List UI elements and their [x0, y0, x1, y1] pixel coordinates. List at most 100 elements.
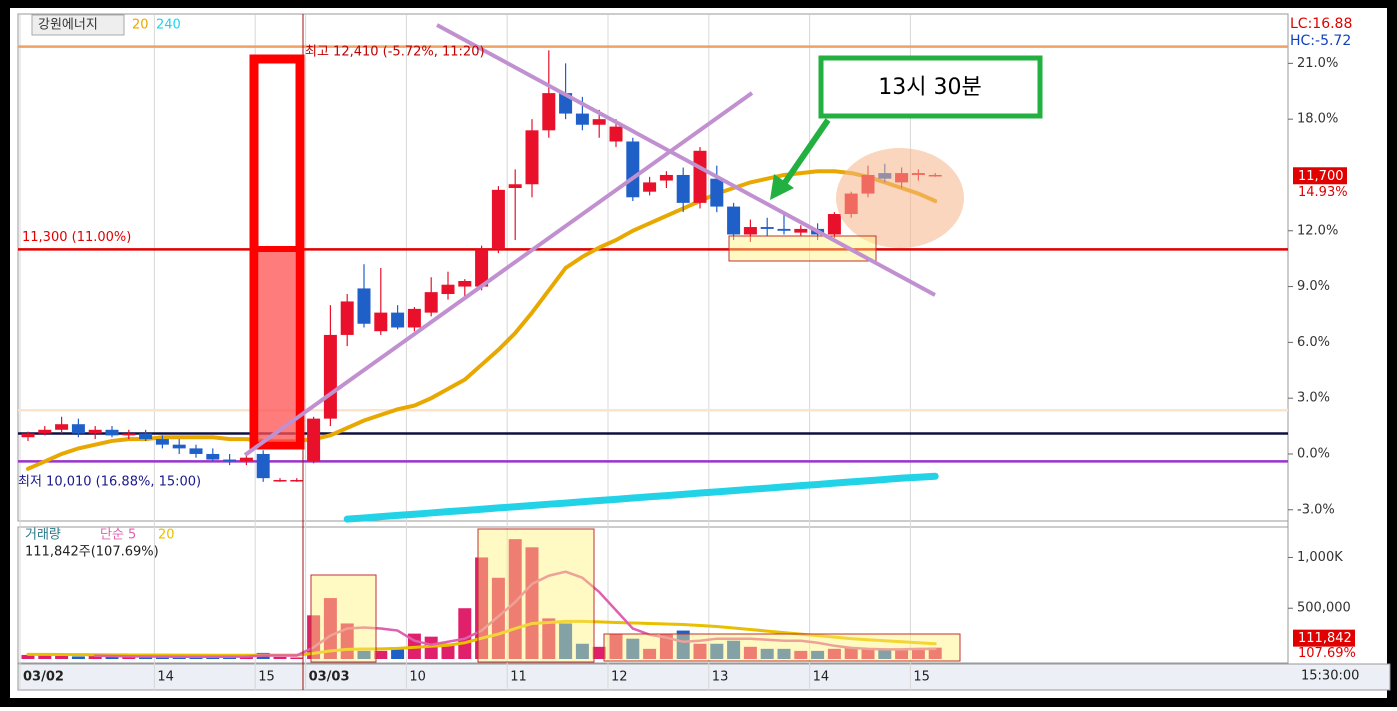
volume-bar: [928, 647, 942, 659]
volume-bar: [55, 655, 69, 659]
candle-body: [827, 214, 841, 235]
volume-bar: [844, 647, 858, 659]
volume-tick-label: 1,000K: [1297, 550, 1343, 565]
candle-body: [38, 429, 52, 434]
volume-bar: [542, 618, 556, 659]
red-box-fill: [258, 250, 296, 442]
candle-body: [525, 130, 539, 185]
x-tick-label: 11: [510, 670, 527, 685]
volume-bar: [743, 646, 757, 659]
volume-bar: [139, 656, 153, 659]
candle-body: [206, 453, 220, 460]
candle-body: [424, 292, 438, 313]
candle-body: [88, 429, 102, 434]
x-tick-label: 03/03: [309, 670, 350, 685]
volume-bar: [811, 650, 825, 659]
candle-body: [491, 189, 505, 250]
volume-bar: [458, 608, 472, 659]
last-price-label: 11,700: [1298, 169, 1344, 184]
candle-body: [693, 150, 707, 203]
candle-body: [710, 178, 724, 207]
y-tick-label: 21.0%: [1297, 56, 1338, 71]
candle-body: [575, 113, 589, 125]
y-tick-label: -3.0%: [1297, 502, 1335, 517]
candle-body: [323, 334, 337, 419]
candle-body: [743, 227, 757, 235]
volume-bar: [88, 655, 102, 659]
volume-bar: [21, 654, 35, 659]
last-change-label: 14.93%: [1298, 185, 1348, 200]
x-end-label: 15:30:00: [1301, 669, 1359, 684]
candle-body: [508, 184, 522, 188]
candle-body: [609, 126, 623, 142]
stock-name: 강원에너지: [38, 18, 98, 33]
candle-body: [676, 174, 690, 203]
candle-body: [189, 448, 203, 454]
volume-bar: [693, 643, 707, 659]
x-tick-label: 10: [409, 670, 426, 685]
candle-body: [794, 228, 808, 233]
volume-bar: [760, 648, 774, 659]
y-tick-label: 0.0%: [1297, 446, 1330, 461]
low-label: 최저 10,010 (16.88%, 15:00): [18, 475, 201, 490]
y-tick-label: 9.0%: [1297, 279, 1330, 294]
volume-bar: [794, 650, 808, 659]
callout-text: 13시 30분: [878, 75, 981, 100]
candle-body: [239, 457, 253, 462]
ma-legend: 240: [156, 18, 181, 33]
candle-body: [542, 93, 556, 131]
volume-bar: [626, 638, 640, 659]
chart-frame: [10, 8, 1387, 698]
candle-body: [71, 424, 85, 434]
candle-body: [458, 280, 472, 287]
volume-bar: [441, 643, 455, 659]
candle-body: [727, 206, 741, 235]
stock-name-box: [31, 14, 125, 36]
last-volume-label: 111,842: [1298, 631, 1352, 646]
volume-ma5-line: [93, 570, 937, 659]
time-axis: [17, 663, 1391, 691]
volume-bar: [71, 656, 85, 659]
price-box: [728, 235, 877, 262]
volume-bar: [525, 547, 539, 659]
y-tick-label: 6.0%: [1297, 335, 1330, 350]
candle-body: [659, 174, 673, 181]
volume-title: 거래량: [25, 528, 61, 543]
candle-body: [55, 424, 69, 430]
x-tick-label: 15: [258, 670, 275, 685]
callout-arrow: [781, 118, 831, 186]
x-tick-label: 03/02: [23, 670, 64, 685]
volume-bar: [659, 633, 673, 659]
volume-bar: [424, 636, 438, 659]
volume-bar: [273, 656, 287, 659]
volume-box: [603, 633, 961, 662]
candle-body: [155, 439, 169, 445]
candle-body: [391, 312, 405, 328]
volume-bar: [710, 643, 724, 659]
candle-body: [643, 182, 657, 192]
volume-bar: [676, 630, 690, 659]
volume-bar: [777, 648, 791, 659]
trend-line: [436, 23, 936, 297]
candle-body: [290, 480, 304, 482]
candle-body: [357, 288, 371, 324]
callout-box: [818, 55, 1043, 119]
ma240-line: [343, 472, 939, 523]
volume-ma20-line: [26, 619, 937, 657]
candle-body: [626, 141, 640, 198]
volume-bar: [374, 650, 388, 659]
candle-body: [122, 433, 136, 436]
x-tick-label: 12: [611, 670, 628, 685]
volume-bar: [827, 648, 841, 659]
lc-label: LC:16.88: [1290, 16, 1352, 32]
callout-arrowhead: [770, 174, 794, 200]
volume-bar: [323, 598, 337, 659]
volume-bar: [895, 648, 909, 659]
x-tick-label: 14: [813, 670, 830, 685]
volume-bar: [105, 656, 119, 659]
high-label: 최고 12,410 (-5.72%, 11:20): [305, 45, 485, 60]
volume-bar: [575, 643, 589, 659]
candle-body: [172, 444, 186, 449]
volume-tick-label: 500,000: [1297, 601, 1351, 616]
x-tick-label: 14: [157, 670, 174, 685]
